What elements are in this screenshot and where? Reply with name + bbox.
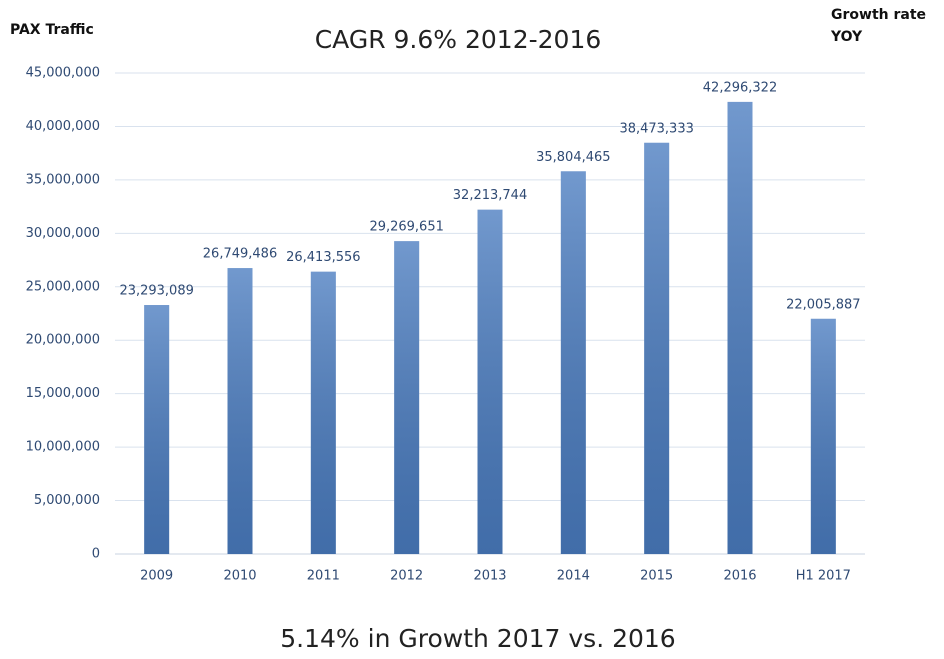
y-tick-label: 30,000,000 xyxy=(26,226,100,241)
data-label: 35,804,465 xyxy=(536,150,610,165)
bar-shade xyxy=(144,305,170,554)
y-tick-label: 45,000,000 xyxy=(26,66,100,81)
annotation: 5.14% in Growth 2017 vs. 2016 xyxy=(280,624,675,653)
data-label: 38,473,333 xyxy=(619,121,693,136)
bar-shade xyxy=(394,241,420,554)
bar-shade xyxy=(477,209,503,554)
x-tick-label: 2016 xyxy=(723,569,756,584)
data-label: 26,413,556 xyxy=(286,250,360,265)
data-label: 26,749,486 xyxy=(203,247,277,262)
x-tick-label: 2012 xyxy=(390,569,423,584)
data-label: 29,269,651 xyxy=(369,220,443,235)
y-tick-label: 25,000,000 xyxy=(26,279,100,294)
data-label: 42,296,322 xyxy=(703,80,777,95)
y-tick-label: 35,000,000 xyxy=(26,172,100,187)
y-tick-label: 40,000,000 xyxy=(26,119,100,134)
x-tick-label: 2009 xyxy=(140,569,173,584)
y2-axis-label: Growth rate xyxy=(831,7,926,23)
bar-shade xyxy=(810,318,836,554)
bar-shade xyxy=(560,171,586,555)
x-tick-label: 2015 xyxy=(640,569,673,584)
x-tick-label: 2010 xyxy=(223,569,256,584)
bar-shade xyxy=(644,142,670,554)
chart-title: CAGR 9.6% 2012-2016 xyxy=(315,25,602,54)
x-tick-label: 2013 xyxy=(473,569,506,584)
y-tick-label: 15,000,000 xyxy=(26,386,100,401)
x-tick-label: 2014 xyxy=(557,569,590,584)
data-label: 32,213,744 xyxy=(453,188,527,203)
x-tick-label: 2011 xyxy=(307,569,340,584)
y-tick-label: 10,000,000 xyxy=(26,440,100,455)
y-tick-label: 5,000,000 xyxy=(34,493,100,508)
y-axis-label: PAX Traffic xyxy=(10,22,94,38)
y2-axis-label: YOY xyxy=(830,29,863,45)
bar-shade xyxy=(310,271,336,554)
y-tick-label: 0 xyxy=(92,547,100,562)
bar-shade xyxy=(227,268,253,554)
y-tick-label: 20,000,000 xyxy=(26,333,100,348)
x-tick-label: H1 2017 xyxy=(796,569,851,584)
bar-shade xyxy=(727,101,753,554)
data-label: 22,005,887 xyxy=(786,297,860,312)
data-label: 23,293,089 xyxy=(119,284,193,299)
